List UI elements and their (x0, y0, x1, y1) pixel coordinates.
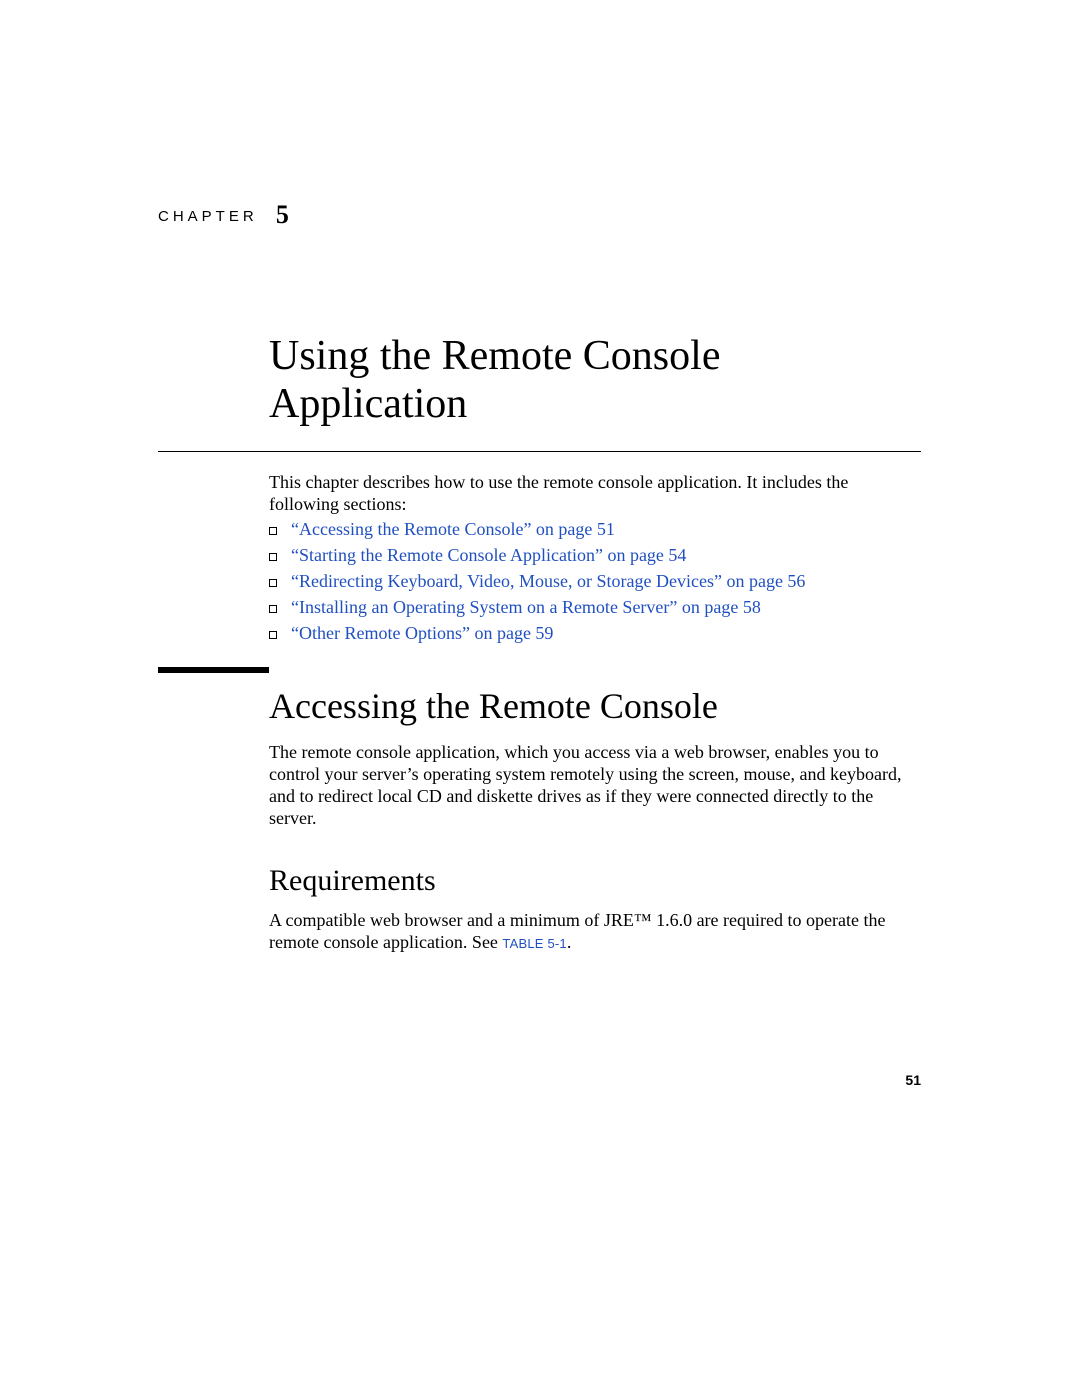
toc-item: “Other Remote Options” on page 59 (269, 624, 909, 642)
bullet-icon (269, 579, 277, 587)
toc-item: “Installing an Operating System on a Rem… (269, 598, 909, 616)
bullet-icon (269, 527, 277, 535)
section-rule (158, 667, 269, 673)
chapter-label: CHAPTER (158, 208, 258, 225)
page-number: 51 (905, 1072, 921, 1088)
document-page: CHAPTER 5 Using the Remote Console Appli… (0, 0, 1080, 1397)
bullet-icon (269, 605, 277, 613)
toc-item: “Redirecting Keyboard, Video, Mouse, or … (269, 572, 909, 590)
chapter-number: 5 (276, 200, 289, 229)
toc-item: “Starting the Remote Console Application… (269, 546, 909, 564)
chapter-label-line: CHAPTER 5 (158, 200, 289, 230)
section-heading: Accessing the Remote Console (269, 685, 718, 727)
toc-link[interactable]: “Installing an Operating System on a Rem… (291, 598, 761, 616)
toc-link[interactable]: “Accessing the Remote Console” on page 5… (291, 520, 615, 538)
subsection-heading: Requirements (269, 864, 436, 898)
section-body: The remote console application, which yo… (269, 742, 909, 830)
toc-link[interactable]: “Redirecting Keyboard, Video, Mouse, or … (291, 572, 805, 590)
toc-item: “Accessing the Remote Console” on page 5… (269, 520, 909, 538)
chapter-title: Using the Remote Console Application (269, 332, 889, 429)
intro-paragraph: This chapter describes how to use the re… (269, 472, 889, 516)
toc-link[interactable]: “Other Remote Options” on page 59 (291, 624, 553, 642)
table-ref-link[interactable]: TABLE 5-1 (502, 936, 566, 951)
bullet-icon (269, 631, 277, 639)
toc-list: “Accessing the Remote Console” on page 5… (269, 520, 909, 650)
bullet-icon (269, 553, 277, 561)
toc-link[interactable]: “Starting the Remote Console Application… (291, 546, 686, 564)
title-rule (158, 451, 921, 452)
requirements-body: A compatible web browser and a minimum o… (269, 910, 909, 954)
requirements-text-pre: A compatible web browser and a minimum o… (269, 910, 885, 952)
requirements-text-post: . (567, 932, 572, 952)
